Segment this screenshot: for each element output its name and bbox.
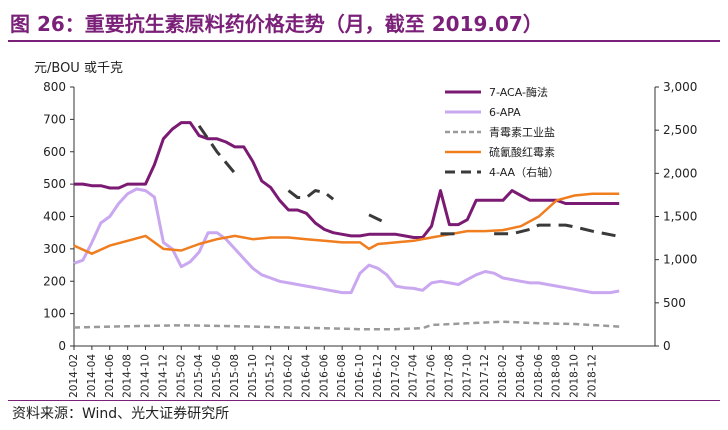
- x-tick-label: 2015-02: [175, 354, 187, 398]
- chart-container: 元/BOU 或千克 0 100 200 300 400 500 600 700 800 0 500 1…: [0, 44, 728, 400]
- x-tick-label: 2018-02: [497, 354, 509, 398]
- footer-divider: [8, 400, 720, 401]
- x-tick-label: 2017-12: [479, 354, 491, 398]
- left-y-tick-label: 600: [43, 145, 66, 159]
- page-title: 图 26：重要抗生素原料药价格走势（月，截至 2019.07）: [10, 12, 543, 36]
- price-trend-chart: 元/BOU 或千克 0 100 200 300 400 500 600 700 800 0 500 1…: [34, 61, 697, 398]
- title-underline: [8, 40, 720, 42]
- left-y-tick-label: 700: [43, 112, 66, 126]
- legend-label: 硫氰酸红霉素: [489, 145, 555, 159]
- chart-axes: 0 100 200 300 400 500 600 700 800 0 500 1,000 1,500 2…: [43, 80, 697, 398]
- x-tick-label: 2017-10: [461, 354, 473, 398]
- source-note: 资料来源：Wind、光大证券研究所: [12, 406, 230, 422]
- right-y-tick-label: 500: [663, 296, 686, 310]
- x-tick-label: 2014-10: [140, 354, 152, 398]
- left-axis-label: 元/BOU 或千克: [34, 61, 123, 76]
- series-line: [73, 187, 620, 295]
- x-tick-label: 2015-08: [229, 354, 241, 398]
- legend-label: 4-AA（右轴）: [489, 165, 559, 179]
- x-tick-label: 2016-06: [318, 354, 330, 398]
- x-tick-label: 2018-12: [586, 354, 598, 398]
- x-tick-label: 2014-08: [122, 354, 134, 398]
- right-y-tick-label: 1,500: [663, 210, 697, 224]
- series-line: [494, 223, 620, 238]
- x-tick-label: 2016-04: [300, 354, 312, 398]
- right-y-tick-label: 2,000: [663, 166, 697, 180]
- x-tick-label: 2016-08: [336, 354, 348, 398]
- series-line: [287, 189, 335, 201]
- x-tick-label: 2015-10: [247, 354, 259, 398]
- series-line: [368, 213, 388, 225]
- x-tick-label: 2018-10: [569, 354, 581, 398]
- x-tick-label: 2014-04: [86, 354, 98, 398]
- left-y-tick-label: 0: [58, 339, 66, 353]
- left-y-tick-label: 300: [43, 242, 66, 256]
- series-line: [73, 192, 620, 255]
- x-tick-label: 2018-04: [515, 354, 527, 398]
- x-tick-label: 2015-06: [211, 354, 223, 398]
- legend-label: 青霉素工业盐: [489, 126, 555, 139]
- x-tick-label: 2017-08: [443, 354, 455, 398]
- x-tick-label: 2017-06: [426, 354, 438, 398]
- right-y-tick-label: 0: [663, 339, 671, 353]
- right-y-tick-label: 2,500: [663, 123, 697, 137]
- x-tick-label: 2017-02: [390, 354, 402, 398]
- legend-label: 7-ACA-酶法: [489, 85, 548, 99]
- x-tick-label: 2016-10: [354, 354, 366, 398]
- x-tick-label: 2014-12: [157, 354, 169, 398]
- x-tick-label: 2016-02: [283, 354, 295, 398]
- x-tick-label: 2018-08: [551, 354, 563, 398]
- x-tick-label: 2015-04: [193, 354, 205, 398]
- x-tick-label: 2015-12: [265, 354, 277, 398]
- x-tick-label: 2017-04: [408, 354, 420, 398]
- x-tick-label: 2014-02: [68, 354, 80, 398]
- x-tick-label: 2014-06: [104, 354, 116, 398]
- right-y-tick-label: 3,000: [663, 80, 697, 94]
- x-tick-label: 2018-06: [533, 354, 545, 398]
- x-tick-label: 2016-12: [372, 354, 384, 398]
- left-y-tick-label: 400: [43, 210, 66, 224]
- left-y-tick-label: 500: [43, 177, 66, 191]
- series-line: [74, 121, 620, 239]
- series-line: [73, 320, 620, 331]
- left-y-tick-label: 100: [43, 307, 66, 321]
- chart-series-lines: [73, 121, 620, 331]
- right-y-tick-label: 1,000: [663, 253, 697, 267]
- legend-label: 6-APA: [489, 106, 521, 119]
- left-y-tick-label: 800: [43, 80, 66, 94]
- series-line: [197, 124, 237, 175]
- left-y-tick-label: 200: [43, 274, 66, 288]
